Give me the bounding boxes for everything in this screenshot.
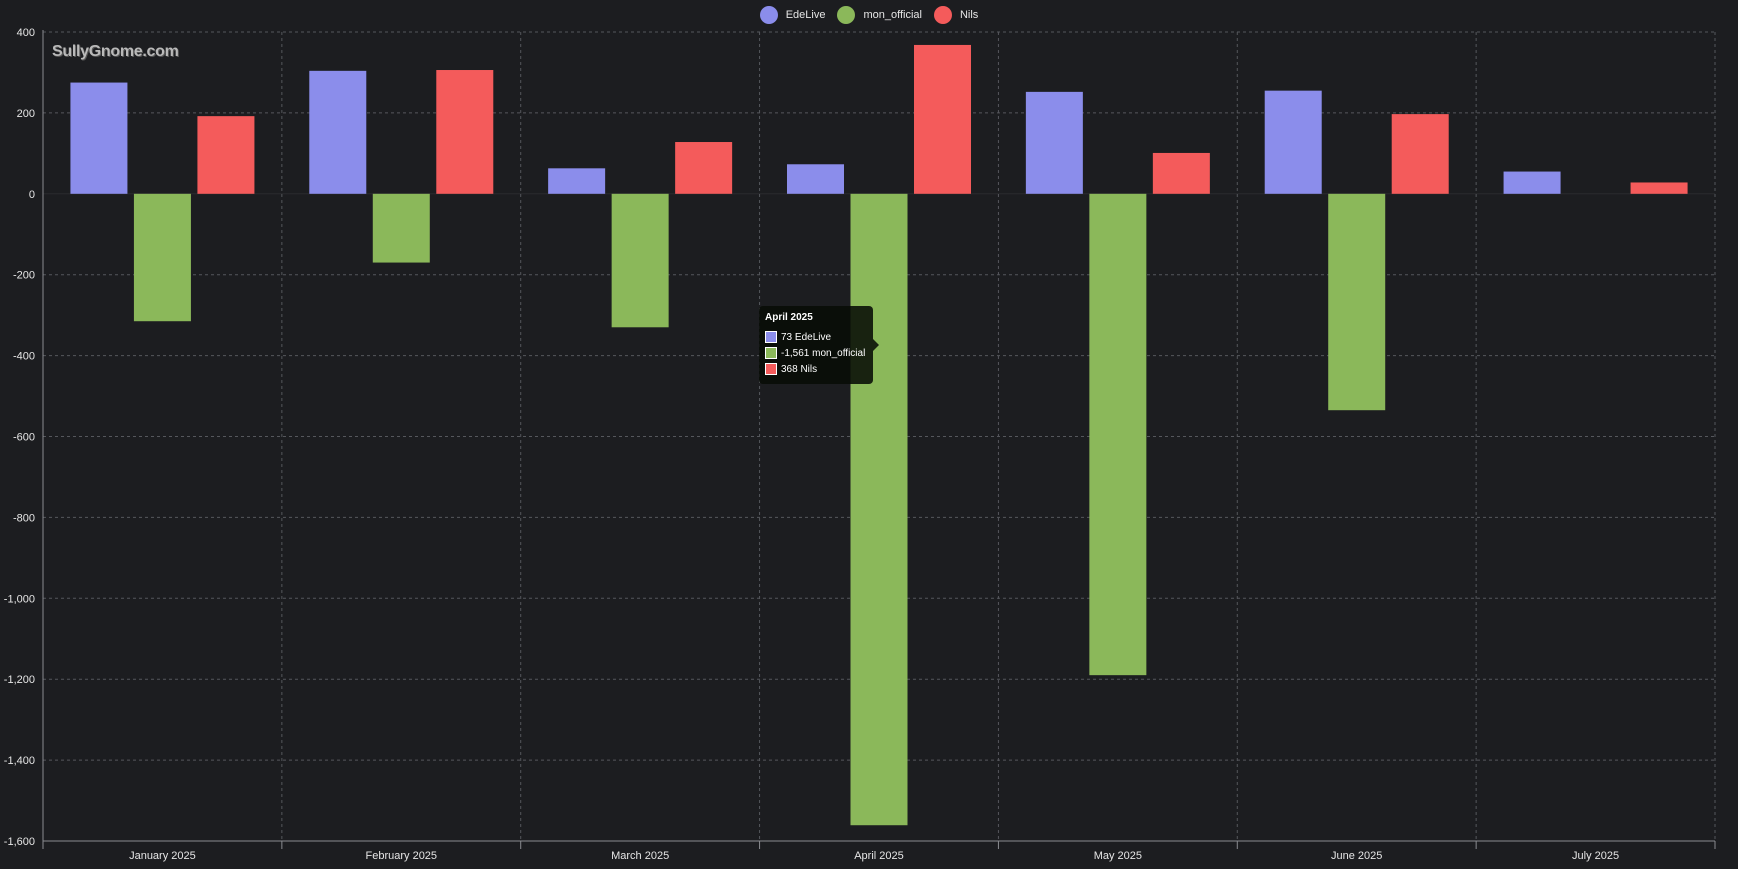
y-tick-label: 200 (17, 108, 35, 120)
y-tick-label: 0 (29, 189, 35, 201)
bar-nils[interactable] (1152, 152, 1210, 194)
bar-mon-official[interactable] (850, 193, 908, 826)
x-tick-label: July 2025 (1572, 850, 1619, 862)
x-tick-label: April 2025 (854, 850, 904, 862)
x-tick-label: February 2025 (366, 850, 438, 862)
bar-nils[interactable] (197, 116, 255, 194)
y-tick-label: -800 (13, 512, 35, 524)
bar-edelive[interactable] (309, 70, 367, 194)
legend-label-edelive: EdeLive (785, 9, 826, 21)
x-tick-label: March 2025 (611, 850, 669, 862)
bar-mon-official[interactable] (611, 193, 669, 328)
bar-edelive[interactable] (548, 168, 606, 194)
x-tick-label: May 2025 (1094, 850, 1142, 862)
bar-mon-official[interactable] (133, 193, 191, 322)
bar-nils[interactable] (1391, 114, 1449, 194)
y-tick-label: -400 (13, 351, 35, 363)
tooltip-row-mon-official: -1,561 mon_official (765, 345, 867, 361)
legend-item-edelive[interactable]: EdeLive (759, 6, 826, 24)
y-tick-label: -200 (13, 270, 35, 282)
legend-label-nils: Nils (959, 9, 979, 21)
tooltip-text-edelive: 73 EdeLive (781, 331, 832, 343)
tooltip-swatch-nils (765, 363, 777, 375)
bar-nils[interactable] (1630, 182, 1688, 194)
tooltip-row-edelive: 73 EdeLive (765, 329, 867, 345)
x-tick-label: June 2025 (1331, 850, 1382, 862)
legend-swatch-edelive (759, 6, 778, 24)
legend-item-nils[interactable]: Nils (933, 6, 979, 24)
bar-mon-official[interactable] (1089, 193, 1147, 676)
bar-edelive[interactable] (1503, 171, 1561, 194)
legend-swatch-nils (933, 6, 952, 24)
bar-nils[interactable] (675, 142, 733, 194)
legend: EdeLive mon_official Nils (0, 6, 1738, 24)
y-tick-label: -1,000 (4, 593, 35, 605)
bars (70, 44, 1688, 826)
tooltip-title: April 2025 (765, 312, 813, 323)
tooltip-row-nils: 368 Nils (765, 361, 867, 377)
y-axis: 400 200 0 -200 -400 -600 -800 -1,000 -1,200 -1,40… (4, 27, 44, 848)
tooltip-text-nils: 368 Nils (781, 363, 818, 375)
bar-edelive[interactable] (787, 164, 844, 194)
bar-edelive[interactable] (1264, 90, 1322, 194)
x-tick-label: January 2025 (129, 850, 196, 862)
bar-edelive[interactable] (1025, 91, 1083, 194)
bar-nils[interactable] (914, 44, 971, 194)
y-tick-label: -1,600 (4, 836, 35, 848)
bar-mon-official[interactable] (1328, 193, 1386, 411)
y-tick-label: -600 (13, 432, 35, 444)
y-tick-label: 400 (17, 27, 35, 39)
bar-edelive[interactable] (70, 82, 128, 194)
tooltip-swatch-mon-official (765, 347, 777, 359)
x-axis: January 2025 February 2025 March 2025 April… (42, 840, 1716, 862)
bar-mon-official[interactable] (372, 193, 430, 263)
tooltip: April 2025 73 EdeLive -1,561 mon_officia… (759, 306, 879, 384)
bar-nils[interactable] (436, 70, 494, 194)
tooltip-swatch-edelive (765, 331, 777, 343)
y-tick-label: -1,400 (4, 755, 35, 767)
legend-item-mon-official[interactable]: mon_official (837, 6, 922, 24)
tooltip-text-mon-official: -1,561 mon_official (781, 347, 866, 359)
y-tick-label: -1,200 (4, 674, 35, 686)
legend-swatch-mon-official (837, 6, 856, 24)
legend-label-mon-official: mon_official (863, 9, 922, 21)
watermark-logo: SullyGnome.com (52, 43, 179, 60)
